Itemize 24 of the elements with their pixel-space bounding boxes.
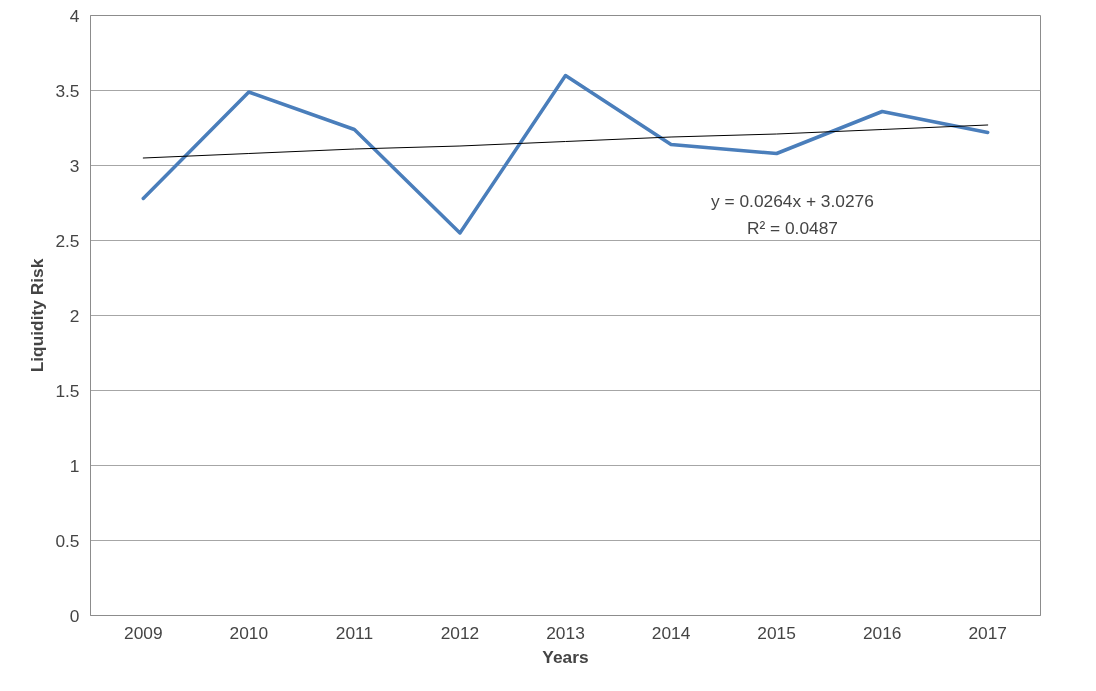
x-tick-label: 2017 — [968, 622, 1008, 643]
y-tick-label: 3 — [69, 155, 80, 176]
x-tick-label: 2010 — [229, 622, 269, 643]
y-tick-label: 2 — [69, 305, 80, 326]
line-series — [141, 73, 990, 235]
x-tick-label: 2011 — [335, 622, 374, 643]
y-tick-label: 0.5 — [55, 530, 80, 551]
annotation: y = 0.0264x + 3.0276 — [711, 190, 874, 211]
x-tick-label: 2015 — [757, 622, 796, 643]
x-tick-label: 2009 — [124, 622, 163, 643]
y-tick-label: 1.5 — [55, 380, 80, 401]
line-series — [142, 124, 989, 159]
x-axis-title: Years — [542, 646, 589, 667]
x-tick-label: 2014 — [651, 622, 691, 643]
y-tick-label: 2.5 — [55, 230, 80, 251]
y-tick-label: 4 — [69, 5, 80, 26]
y-axis-title: Liquidity Risk — [27, 258, 48, 373]
y-tick-label: 1 — [69, 455, 80, 476]
y-tick-label: 0 — [69, 605, 80, 626]
annotation: R² = 0.0487 — [746, 217, 838, 238]
x-tick-label: 2012 — [440, 622, 480, 643]
x-tick-label: 2016 — [862, 622, 902, 643]
x-tick-label: 2013 — [546, 622, 585, 643]
y-tick-label: 3.5 — [55, 80, 80, 101]
